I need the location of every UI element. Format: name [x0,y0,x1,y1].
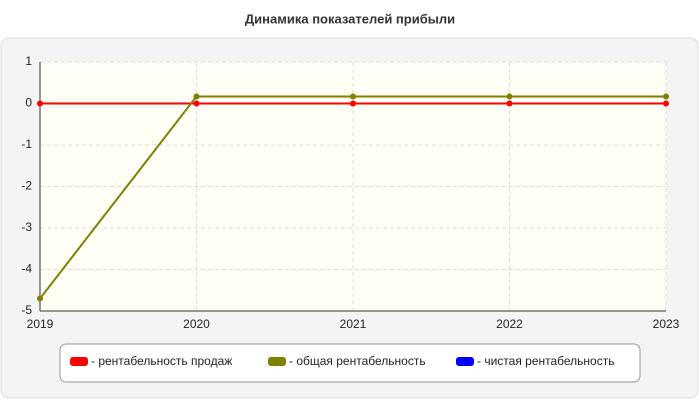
data-point [37,100,43,107]
data-point [350,93,356,100]
legend-label: - общая рентабельность [289,354,426,368]
y-tick-label: -2 [21,179,32,193]
data-point [506,100,513,107]
legend-label: - рентабельность продаж [91,354,232,368]
y-tick-label: 1 [25,54,32,68]
y-tick-label: -1 [21,137,32,151]
x-tick-label: 2019 [27,317,54,331]
chart-title: Динамика показателей прибыли [245,11,455,26]
data-point [193,93,200,100]
data-point [350,100,356,107]
x-tick-label: 2021 [340,317,367,331]
data-point [506,93,513,100]
data-point [663,93,669,100]
legend-swatch [456,357,474,366]
y-tick-label: -4 [21,262,32,276]
y-tick-label: 0 [25,96,32,110]
legend-swatch [268,357,286,366]
x-tick-label: 2020 [183,317,210,331]
data-point [37,295,43,302]
legend-swatch [70,357,88,366]
legend-box [59,343,641,383]
data-point [663,100,669,107]
y-tick-label: -3 [21,220,32,234]
x-tick-label: 2022 [496,317,523,331]
legend-label: - чистая рентабельность [477,354,614,368]
x-tick-label: 2023 [653,317,680,331]
y-tick-label: -5 [21,303,32,317]
data-point [193,100,200,107]
